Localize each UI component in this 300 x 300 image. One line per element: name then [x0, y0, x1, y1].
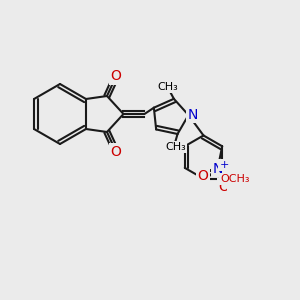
Text: N: N [188, 108, 198, 122]
Text: O: O [197, 169, 208, 183]
Text: O: O [110, 145, 122, 158]
Text: ⁻: ⁻ [228, 182, 233, 192]
Text: O: O [218, 180, 229, 194]
Text: O: O [110, 70, 122, 83]
Text: CH₃: CH₃ [165, 142, 186, 152]
Text: OCH₃: OCH₃ [220, 174, 250, 184]
Text: N: N [212, 162, 223, 176]
Text: CH₃: CH₃ [157, 82, 178, 92]
Text: +: + [220, 160, 229, 170]
